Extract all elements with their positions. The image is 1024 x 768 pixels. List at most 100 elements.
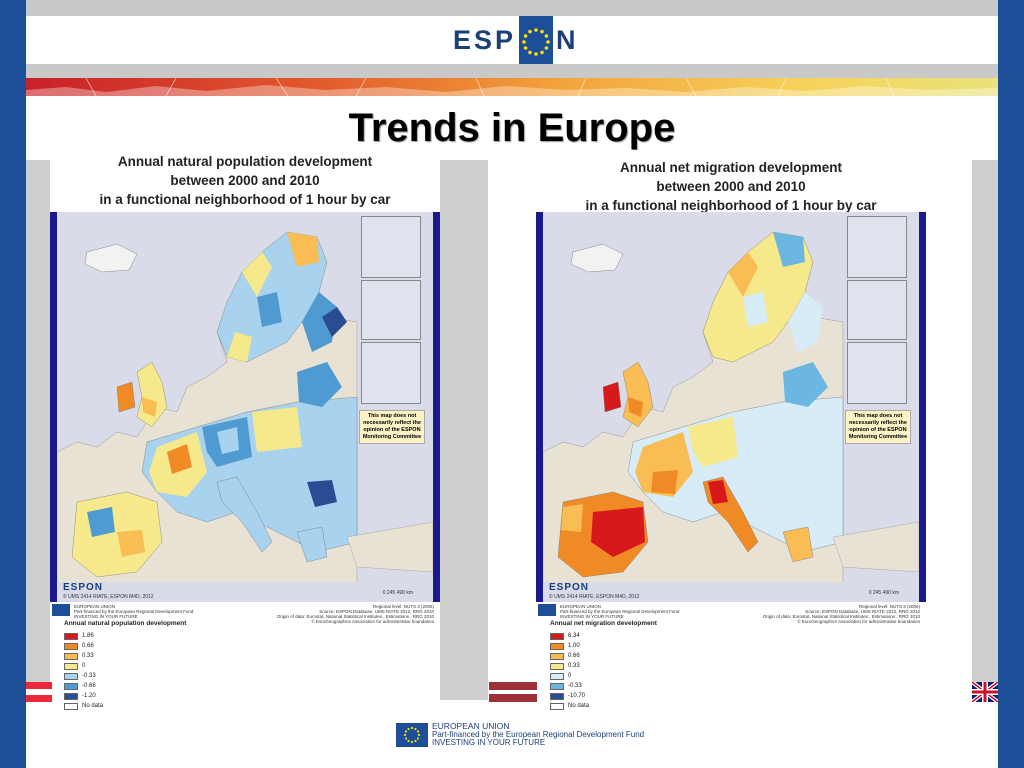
map-legend: Annual net migration development 6.34 1.… [550, 620, 657, 711]
legend-item: 6.34 [550, 631, 657, 641]
legend-label: -0.33 [568, 683, 582, 689]
legend-label: No data [568, 703, 590, 709]
map-legend: Annual natural population development 1.… [64, 620, 186, 711]
legend-swatch [550, 692, 564, 700]
meta-right-line: Regional level: NUTS 3 (2006) [372, 604, 434, 609]
legend-item: -10.70 [550, 691, 657, 701]
meta-right-line: © EuroGeographics Association for admini… [797, 619, 920, 624]
legend-swatch [550, 632, 564, 640]
legend-item: -0.33 [64, 671, 186, 681]
latvia-flag-icon[interactable] [489, 682, 537, 702]
legend-label: 6.34 [568, 633, 580, 639]
legend-swatch [550, 702, 564, 710]
map-natural-population: This map does not necessarily reflect th… [50, 212, 440, 602]
legend-item: 0.66 [64, 641, 186, 651]
panel-title-line-2: between 2000 and 2010 [656, 179, 806, 194]
legend-item: 0.66 [550, 651, 657, 661]
legend-swatch [550, 652, 564, 660]
legend-label: 1.00 [568, 643, 580, 649]
map-metadata: EUROPEAN UNION Part-financed by the Euro… [50, 602, 440, 624]
legend-item: -1.20 [64, 691, 186, 701]
map-net-migration: This map does not necessarily reflect th… [536, 212, 926, 602]
legend-label: No data [82, 703, 104, 709]
meta-right-line: Regional level: NUTS 3 (2006) [858, 604, 920, 609]
right-blue-bar [998, 0, 1024, 768]
legend-title: Annual net migration development [550, 620, 657, 627]
legend-label: 0 [568, 673, 572, 679]
gray-column-right [972, 160, 998, 700]
legend-label: 0.66 [568, 653, 580, 659]
uk-flag-icon[interactable] [970, 680, 1000, 704]
eu-flag-icon [396, 723, 428, 747]
legend-item: -0.33 [550, 681, 657, 691]
panel-title: Annual net migration development between… [536, 158, 926, 215]
top-gray-strip [26, 0, 998, 16]
legend-swatch [64, 702, 78, 710]
inset-map-reunion [361, 342, 421, 404]
panel-title-line-2: between 2000 and 2010 [170, 173, 320, 188]
legend-swatch [64, 632, 78, 640]
inset-map-guadeloupe [847, 280, 907, 340]
inset-map-canary [847, 216, 907, 278]
legend-item: No data [550, 701, 657, 711]
eu-footer: EUROPEAN UNION Part-financed by the Euro… [396, 722, 644, 748]
footer-line-1: EUROPEAN UNION [432, 721, 510, 732]
slide-title: Trends in Europe [348, 106, 676, 150]
panel-natural-population: Annual natural population development be… [50, 150, 440, 710]
eu-footer-text: EUROPEAN UNION Part-financed by the Euro… [432, 722, 644, 748]
legend-label: -0.33 [82, 673, 96, 679]
austria-flag-icon[interactable] [26, 682, 52, 702]
map-espon-logo: ESPON [63, 582, 104, 593]
legend-item: 1.86 [64, 631, 186, 641]
footer-line-2: Part-financed by the European Regional D… [432, 729, 645, 739]
eu-stars-icon [519, 16, 554, 64]
legend-label: 0.33 [82, 653, 94, 659]
legend-swatch [64, 662, 78, 670]
legend-item: 1.00 [550, 641, 657, 651]
legend-swatch [550, 682, 564, 690]
legend-item: -0.66 [64, 681, 186, 691]
meta-left-line: EUROPEAN UNION [560, 604, 602, 609]
meta-left-line: INVESTING IN YOUR FUTURE [560, 614, 624, 619]
meta-left-line: EUROPEAN UNION [74, 604, 116, 609]
decorative-map-strip [26, 77, 998, 97]
map-credit: © UMS 2414 RIATE, ESPON M4D, 2012 [63, 594, 154, 600]
legend-swatch [64, 682, 78, 690]
meta-right-line: Source: ESPON Database, UMS RIATE 2012, … [805, 609, 920, 614]
left-blue-bar [0, 0, 26, 768]
legend-title: Annual natural population development [64, 620, 187, 627]
panel-title-line-3: in a functional neighborhood of 1 hour b… [585, 198, 877, 213]
legend-item: 0.33 [64, 651, 186, 661]
map-scale: 0 245 490 km [868, 590, 899, 596]
legend-swatch [64, 642, 78, 650]
legend-label: 0.66 [82, 643, 94, 649]
gray-column-left [26, 160, 52, 700]
legend-item: 0 [64, 661, 186, 671]
legend-swatch [550, 642, 564, 650]
map-espon-logo: ESPON [549, 582, 590, 593]
eu-flag-icon [538, 604, 556, 616]
legend-item: No data [64, 701, 186, 711]
legend-label: -0.66 [82, 683, 96, 689]
logo-text-right: N [556, 24, 579, 55]
panel-title: Annual natural population development be… [50, 152, 440, 209]
meta-right-line: Source: ESPON Database, UMS RIATE 2012, … [319, 609, 434, 614]
map-scale: 0 245 490 km [382, 590, 413, 596]
espon-logo: ESP N [453, 16, 579, 64]
legend-item: 0.33 [550, 661, 657, 671]
inset-map-canary [361, 216, 421, 278]
inset-map-guadeloupe [361, 280, 421, 340]
legend-label: -1.20 [82, 693, 96, 699]
map-notice: This map does not necessarily reflect th… [359, 410, 425, 444]
legend-swatch [550, 672, 564, 680]
panel-title-line-1: Annual natural population development [117, 154, 373, 169]
panel-net-migration: Annual net migration development between… [536, 150, 926, 710]
legend-label: 0 [82, 663, 86, 669]
meta-left-line: INVESTING IN YOUR FUTURE [74, 614, 138, 619]
logo-band [26, 16, 998, 64]
meta-left-line: Part-financed by the European Regional D… [74, 609, 194, 614]
panel-title-line-3: in a functional neighborhood of 1 hour b… [99, 192, 391, 207]
meta-right-line: © EuroGeographics Association for admini… [311, 619, 434, 624]
logo-text-left: ESP [453, 24, 517, 55]
legend-swatch [64, 692, 78, 700]
